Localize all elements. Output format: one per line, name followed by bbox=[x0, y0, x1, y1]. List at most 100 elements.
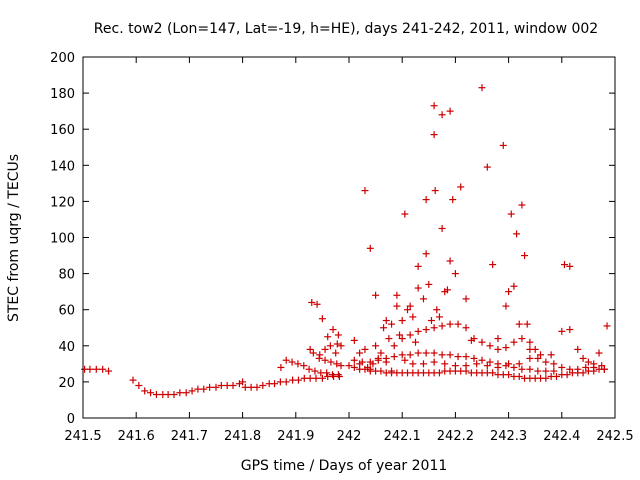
data-point bbox=[566, 326, 574, 334]
data-point bbox=[105, 367, 113, 375]
data-point bbox=[356, 349, 364, 357]
data-point bbox=[550, 360, 558, 368]
data-point bbox=[542, 358, 550, 366]
data-point bbox=[212, 383, 220, 391]
data-point bbox=[332, 349, 340, 357]
data-point bbox=[526, 354, 534, 362]
data-point bbox=[398, 317, 406, 325]
data-point bbox=[510, 363, 518, 371]
data-point bbox=[438, 111, 446, 119]
data-point bbox=[510, 282, 518, 290]
data-point bbox=[451, 362, 459, 370]
data-point bbox=[494, 345, 502, 353]
data-point bbox=[318, 374, 326, 382]
data-point bbox=[282, 378, 290, 386]
data-point bbox=[335, 372, 343, 380]
data-point bbox=[306, 374, 314, 382]
data-point bbox=[176, 389, 184, 397]
data-point bbox=[164, 391, 172, 399]
data-point bbox=[457, 183, 465, 191]
x-tick-label: 241.7 bbox=[171, 429, 208, 444]
data-point bbox=[438, 322, 446, 330]
data-point bbox=[313, 300, 321, 308]
data-point bbox=[462, 353, 470, 361]
data-point bbox=[334, 371, 342, 379]
data-point bbox=[478, 356, 486, 364]
data-point bbox=[502, 344, 510, 352]
data-point bbox=[409, 313, 417, 321]
data-point bbox=[316, 351, 324, 359]
data-point bbox=[306, 345, 314, 353]
data-point bbox=[289, 376, 297, 384]
data-point bbox=[494, 335, 502, 343]
data-point bbox=[390, 342, 398, 350]
data-point bbox=[141, 387, 149, 395]
data-point bbox=[478, 338, 486, 346]
x-tick-label: 242.4 bbox=[543, 429, 580, 444]
data-point bbox=[217, 382, 225, 390]
y-tick-label: 80 bbox=[58, 268, 75, 283]
data-point bbox=[300, 374, 308, 382]
data-point bbox=[446, 320, 454, 328]
y-tick-label: 40 bbox=[58, 340, 75, 355]
data-point bbox=[406, 302, 414, 310]
data-point bbox=[526, 365, 534, 373]
data-point bbox=[518, 335, 526, 343]
data-point bbox=[430, 324, 438, 332]
data-point bbox=[574, 365, 582, 373]
data-point bbox=[188, 387, 196, 395]
data-point bbox=[294, 376, 302, 384]
data-point bbox=[422, 250, 430, 258]
y-tick-label: 120 bbox=[50, 195, 75, 210]
data-point bbox=[579, 369, 587, 377]
data-point bbox=[194, 385, 202, 393]
data-point bbox=[515, 320, 523, 328]
data-point bbox=[276, 378, 284, 386]
data-point bbox=[229, 382, 237, 390]
data-point bbox=[454, 353, 462, 361]
data-point bbox=[271, 380, 279, 388]
data-point bbox=[414, 284, 422, 292]
data-point bbox=[515, 360, 523, 368]
data-point bbox=[235, 380, 243, 388]
data-point bbox=[430, 358, 438, 366]
data-point bbox=[324, 333, 332, 341]
data-point bbox=[324, 372, 332, 380]
data-point bbox=[584, 358, 592, 366]
data-point bbox=[513, 230, 521, 238]
data-point bbox=[350, 363, 358, 371]
data-point bbox=[454, 320, 462, 328]
data-point bbox=[446, 351, 454, 359]
data-point bbox=[537, 351, 545, 359]
data-point bbox=[430, 102, 438, 110]
data-point bbox=[414, 262, 422, 270]
data-point bbox=[312, 374, 320, 382]
data-point bbox=[505, 288, 513, 296]
data-point bbox=[282, 356, 290, 364]
data-point bbox=[478, 84, 486, 92]
data-point bbox=[334, 331, 342, 339]
data-point bbox=[430, 131, 438, 139]
data-point bbox=[462, 324, 470, 332]
data-point bbox=[223, 382, 231, 390]
data-point bbox=[430, 349, 438, 357]
data-point bbox=[358, 358, 366, 366]
data-point bbox=[566, 262, 574, 270]
data-point bbox=[603, 322, 611, 330]
x-tick-label: 241.9 bbox=[277, 429, 314, 444]
data-point bbox=[486, 358, 494, 366]
data-point bbox=[499, 141, 507, 149]
data-point bbox=[337, 362, 345, 370]
x-axis: 241.5 241.6 241.7 241.8 241.9 242 242.1 242.2 24… bbox=[64, 57, 634, 444]
data-point bbox=[422, 326, 430, 334]
data-point bbox=[600, 365, 608, 373]
data-point bbox=[443, 286, 451, 294]
data-point bbox=[92, 365, 100, 373]
y-tick-label: 140 bbox=[50, 159, 75, 174]
data-point bbox=[398, 351, 406, 359]
data-point bbox=[470, 335, 478, 343]
data-point bbox=[563, 371, 571, 379]
data-point bbox=[350, 356, 358, 364]
data-point bbox=[321, 345, 329, 353]
data-point bbox=[372, 342, 380, 350]
